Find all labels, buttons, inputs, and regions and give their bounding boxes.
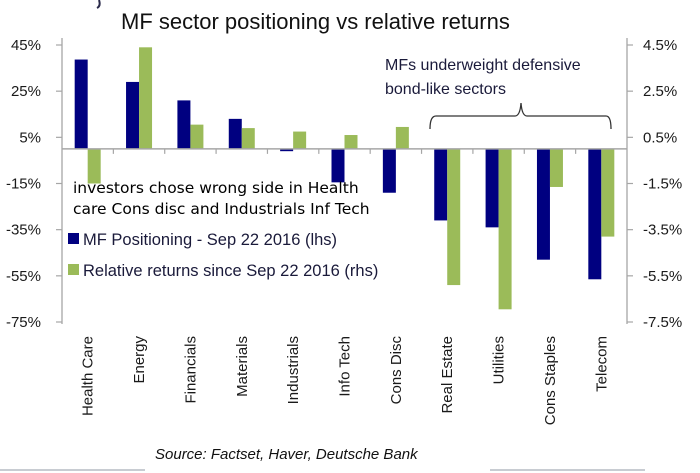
- bar-mf-positioning-energy: [126, 81, 140, 149]
- left-axis-ticks: 45% 25% 5% -15% -35% -55% -75%: [6, 37, 62, 331]
- left-tick-label: -55%: [6, 268, 41, 285]
- bar-relative-returns-energy: [139, 47, 153, 149]
- category-label-info-tech: Info Tech: [337, 336, 354, 397]
- left-tick-label: 5%: [19, 129, 41, 146]
- right-tick-label: 0.5%: [643, 129, 677, 146]
- category-label-cons-disc: Cons Disc: [388, 336, 405, 405]
- bar-relative-returns-health-care: [87, 148, 101, 184]
- note-line-1: investors chose wrong side in Health: [73, 179, 359, 197]
- bar-mf-positioning-cons-disc: [382, 148, 396, 193]
- left-tick-label: -15%: [6, 176, 41, 193]
- bar-mf-positioning-utilities: [485, 148, 499, 228]
- right-axis-ticks: 4.5% 2.5% 0.5% -1.5% -3.5% -5.5% -7.5%: [627, 37, 682, 331]
- category-label-real-estate: Real Estate: [439, 336, 456, 414]
- bar-mf-positioning-real-estate: [434, 148, 448, 221]
- bar-mf-positioning-materials: [228, 118, 242, 149]
- annotation-defensive: MFs underweight defensive bond-like sect…: [385, 57, 612, 130]
- bar-mf-positioning-industrials: [280, 148, 294, 152]
- annotation-wrong-side: investors chose wrong side in Health car…: [73, 179, 370, 218]
- left-tick-label: -35%: [6, 222, 41, 239]
- bar-relative-returns-utilities: [498, 148, 512, 310]
- annotation-line-2: bond-like sectors: [385, 81, 506, 98]
- legend-swatch-mf-positioning: [68, 233, 79, 244]
- bar-relative-returns-materials: [241, 128, 255, 149]
- note-line-2: care Cons disc and Industrials Inf Tech: [73, 200, 370, 218]
- right-tick-label: -5.5%: [643, 268, 682, 285]
- zero-line-group: [62, 148, 627, 154]
- category-label-energy: Energy: [131, 336, 148, 384]
- bar-mf-positioning-cons-staples: [536, 148, 550, 260]
- bar-mf-positioning-telecom: [588, 148, 602, 280]
- category-label-health-care: Health Care: [80, 336, 97, 416]
- category-label-cons-staples: Cons Staples: [542, 336, 559, 425]
- curly-brace-icon: [429, 102, 612, 130]
- right-tick-label: -3.5%: [643, 222, 682, 239]
- bar-relative-returns-industrials: [293, 131, 307, 149]
- legend-label-mf-positioning: MF Positioning - Sep 22 2016 (lhs): [83, 231, 337, 249]
- bar-mf-positioning-financials: [177, 100, 191, 149]
- cropped-glyph-remnant: [96, 0, 101, 9]
- bar-relative-returns-real-estate: [447, 148, 461, 286]
- chart-title: MF sector positioning vs relative return…: [121, 9, 510, 34]
- category-label-materials: Materials: [234, 336, 251, 397]
- bar-relative-returns-financials: [190, 124, 204, 149]
- right-tick-label: -7.5%: [643, 314, 682, 331]
- right-tick-label: 4.5%: [643, 37, 677, 54]
- category-label-industrials: Industrials: [285, 336, 302, 404]
- left-tick-label: -75%: [6, 314, 41, 331]
- bar-mf-positioning-info-tech: [331, 148, 345, 183]
- right-tick-label: -1.5%: [643, 176, 682, 193]
- bar-relative-returns-cons-disc: [395, 126, 409, 149]
- category-label-utilities: Utilities: [491, 336, 508, 384]
- right-tick-label: 2.5%: [643, 83, 677, 100]
- source-note: Source: Factset, Haver, Deutsche Bank: [155, 446, 419, 463]
- legend-label-relative-returns: Relative returns since Sep 22 2016 (rhs): [83, 262, 378, 280]
- category-label-telecom: Telecom: [593, 336, 610, 392]
- bar-relative-returns-cons-staples: [549, 148, 563, 187]
- legend-swatch-relative-returns: [68, 264, 79, 275]
- bar-relative-returns-info-tech: [344, 135, 358, 149]
- legend: MF Positioning - Sep 22 2016 (lhs) Relat…: [68, 231, 378, 280]
- bar-mf-positioning-health-care: [74, 59, 88, 149]
- left-tick-label: 25%: [11, 83, 41, 100]
- category-labels: Health Care Energy Financials Materials Indu…: [80, 336, 611, 426]
- annotation-line-1: MFs underweight defensive: [385, 57, 581, 74]
- bar-relative-returns-telecom: [601, 148, 615, 237]
- category-label-financials: Financials: [182, 336, 199, 404]
- left-tick-label: 45%: [11, 37, 41, 54]
- bars: [74, 47, 615, 310]
